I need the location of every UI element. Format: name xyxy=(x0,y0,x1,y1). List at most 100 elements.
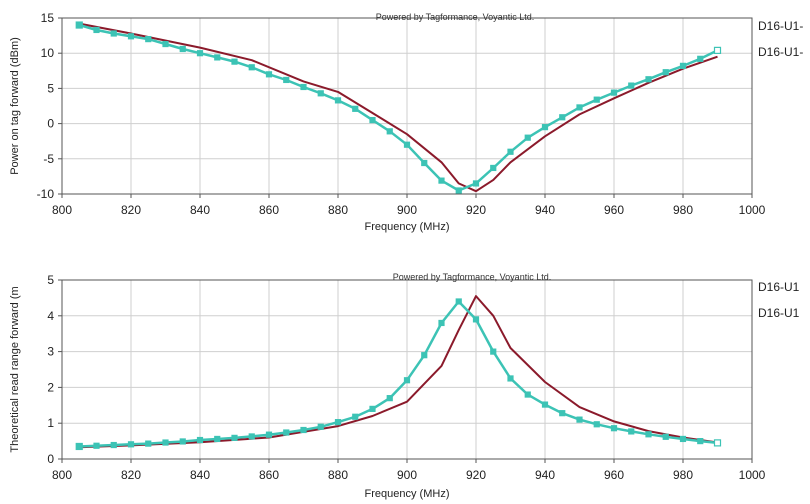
chart-1-y-tick-label: -10 xyxy=(37,187,55,201)
chart-2-x-tick-label: 820 xyxy=(121,468,141,482)
chart-2-x-tick-label: 920 xyxy=(466,468,486,482)
chart-2-series-2-point xyxy=(455,298,462,305)
chart-1-series-2-point xyxy=(214,54,221,61)
chart-2-series-1-line xyxy=(79,295,718,449)
chart-2-x-tick-label: 960 xyxy=(604,468,624,482)
chart-1-series-2-point xyxy=(610,89,618,96)
chart-1-series-2-point xyxy=(127,33,135,40)
chart-2-watermark: Powered by Tagformance, Voyantic Ltd. xyxy=(393,272,551,282)
chart-2: 800 820 840 860 880 900 920 940 960 980 1000 0 1 2 3 4 5… xyxy=(9,272,800,500)
chart-2-series-2-point xyxy=(386,395,393,402)
chart-2-y-tick-label: 0 xyxy=(47,452,54,466)
chart-1-legend-entry-2: D16-U1- xyxy=(758,45,803,59)
chart-2-x-tick-label: 1000 xyxy=(739,468,766,482)
chart-2-series-2-point xyxy=(317,423,324,430)
chart-1-y-tick-label: 0 xyxy=(47,117,54,131)
chart-2-series-2-point xyxy=(559,410,566,417)
chart-1-series-2-point xyxy=(645,76,652,83)
chart-1-x-tick-label: 820 xyxy=(121,203,141,217)
chart-1-series-2-point xyxy=(490,164,497,172)
chart-2-series-2-point xyxy=(248,433,255,440)
chart-2-series-2-point xyxy=(265,431,273,438)
chart-2-series-2-point xyxy=(593,421,600,428)
chart-1-x-axis-title: Frequency (MHz) xyxy=(365,221,450,233)
chart-2-series-2-point xyxy=(334,419,342,426)
chart-1-series-2-point xyxy=(196,50,204,57)
chart-2-series-2-point xyxy=(403,377,411,384)
chart-1-x-tick-label: 1000 xyxy=(739,203,766,217)
chart-1-series-2-point xyxy=(93,26,100,34)
chart-1-series-2-point xyxy=(713,46,722,54)
chart-2-series-2-point xyxy=(127,441,135,448)
chart-1-x-tick-label: 960 xyxy=(604,203,624,217)
chart-2-series-2-point xyxy=(93,442,100,449)
chart-1-x-tick-label: 880 xyxy=(328,203,348,217)
chart-2-series-2-point xyxy=(541,401,549,408)
chart-1-x-tick-label: 840 xyxy=(190,203,210,217)
chart-1-series-2-point xyxy=(697,55,704,62)
chart-2-series-2-point xyxy=(214,435,221,443)
chart-1-series-2-point xyxy=(576,104,583,111)
chart-1-series-2-point xyxy=(162,40,169,48)
chart-1-series-2-point xyxy=(317,90,324,97)
chart-2-series-2-point xyxy=(472,316,480,323)
chart-1-series-2-point xyxy=(110,30,117,37)
chart-2-series-2-point xyxy=(662,433,669,440)
chart-1-series-2-point xyxy=(662,69,669,76)
chart-2-series-2-point xyxy=(179,438,186,445)
chart-2-series-2-point xyxy=(628,428,635,435)
chart-1-series-2-point xyxy=(75,21,83,29)
chart-2-x-tick-label: 800 xyxy=(52,468,72,482)
chart-2-series-2-point xyxy=(610,425,618,432)
chart-1-watermark: Powered by Tagformance, Voyantic Ltd. xyxy=(376,12,534,22)
chart-2-series-2-point xyxy=(75,442,83,451)
chart-1-series-2-point xyxy=(179,45,186,53)
chart-1-series-2-point xyxy=(403,141,411,148)
chart-2-series-2-point xyxy=(110,441,117,449)
chart-1-series-2-point xyxy=(438,177,445,184)
chart-2-x-tick-label: 980 xyxy=(673,468,693,482)
chart-1-x-tick-label: 800 xyxy=(52,203,72,217)
chart-1-series-2-point xyxy=(386,128,393,135)
chart-1-series-2-point xyxy=(300,83,307,91)
chart-2-legend-entry-1: D16-U1 xyxy=(758,280,800,294)
chart-1-series-2-point xyxy=(472,180,480,187)
chart-1-series-2-point xyxy=(265,71,273,78)
chart-1-series-2-point xyxy=(369,116,376,124)
chart-1-y-tick-label: 5 xyxy=(47,81,54,95)
chart-1-series-2-point xyxy=(283,76,290,84)
chart-1-y-tick-label: -5 xyxy=(43,152,54,166)
chart-2-series-2-point xyxy=(490,348,497,355)
chart-1-series-2-point xyxy=(524,134,531,141)
chart-2-series-2-point xyxy=(162,439,169,446)
chart-2-y-tick-label: 4 xyxy=(47,309,54,323)
chart-2-x-axis-title: Frequency (MHz) xyxy=(365,488,450,500)
chart-1-series-2-point xyxy=(507,148,514,155)
chart-2-series-2-point xyxy=(196,436,204,444)
chart-2-series-2-point xyxy=(300,426,307,434)
chart-2-series-2-point xyxy=(369,405,376,412)
chart-2-y-tick-label: 1 xyxy=(47,416,54,430)
chart-1-series-2-point xyxy=(559,114,566,121)
chart-1-y-axis-title: Power on tag forward (dBm) xyxy=(9,37,21,175)
chart-1: 800 820 840 860 880 900 920 940 960 980 1000 -10 -5 0… xyxy=(9,11,803,233)
chart-2-y-axis-title: Theoretical read range forward (m xyxy=(9,286,21,452)
chart-1-x-tick-label: 860 xyxy=(259,203,279,217)
chart-1-series-2-point xyxy=(248,64,255,71)
chart-1-series-2-point xyxy=(679,62,687,69)
chart-2-x-tick-label: 940 xyxy=(535,468,555,482)
chart-2-x-tick-label: 880 xyxy=(328,468,348,482)
chart-2-series-2-point xyxy=(421,352,428,359)
chart-2-series-2-point xyxy=(507,375,514,382)
chart-2-y-tick-label: 3 xyxy=(47,345,54,359)
chart-2-series-2-point xyxy=(645,431,652,438)
chart-2-series-2-point xyxy=(438,319,445,327)
chart-2-x-tick-label: 900 xyxy=(397,468,417,482)
chart-2-series-2-point xyxy=(697,438,704,445)
chart-2-series-2-point xyxy=(576,416,583,423)
chart-1-series-1-line xyxy=(79,22,718,193)
chart-2-series-2-point xyxy=(231,434,238,441)
chart-2-series-2-point xyxy=(352,413,359,420)
chart-1-series-2-point xyxy=(145,36,152,43)
chart-2-series-2-point xyxy=(679,435,687,443)
